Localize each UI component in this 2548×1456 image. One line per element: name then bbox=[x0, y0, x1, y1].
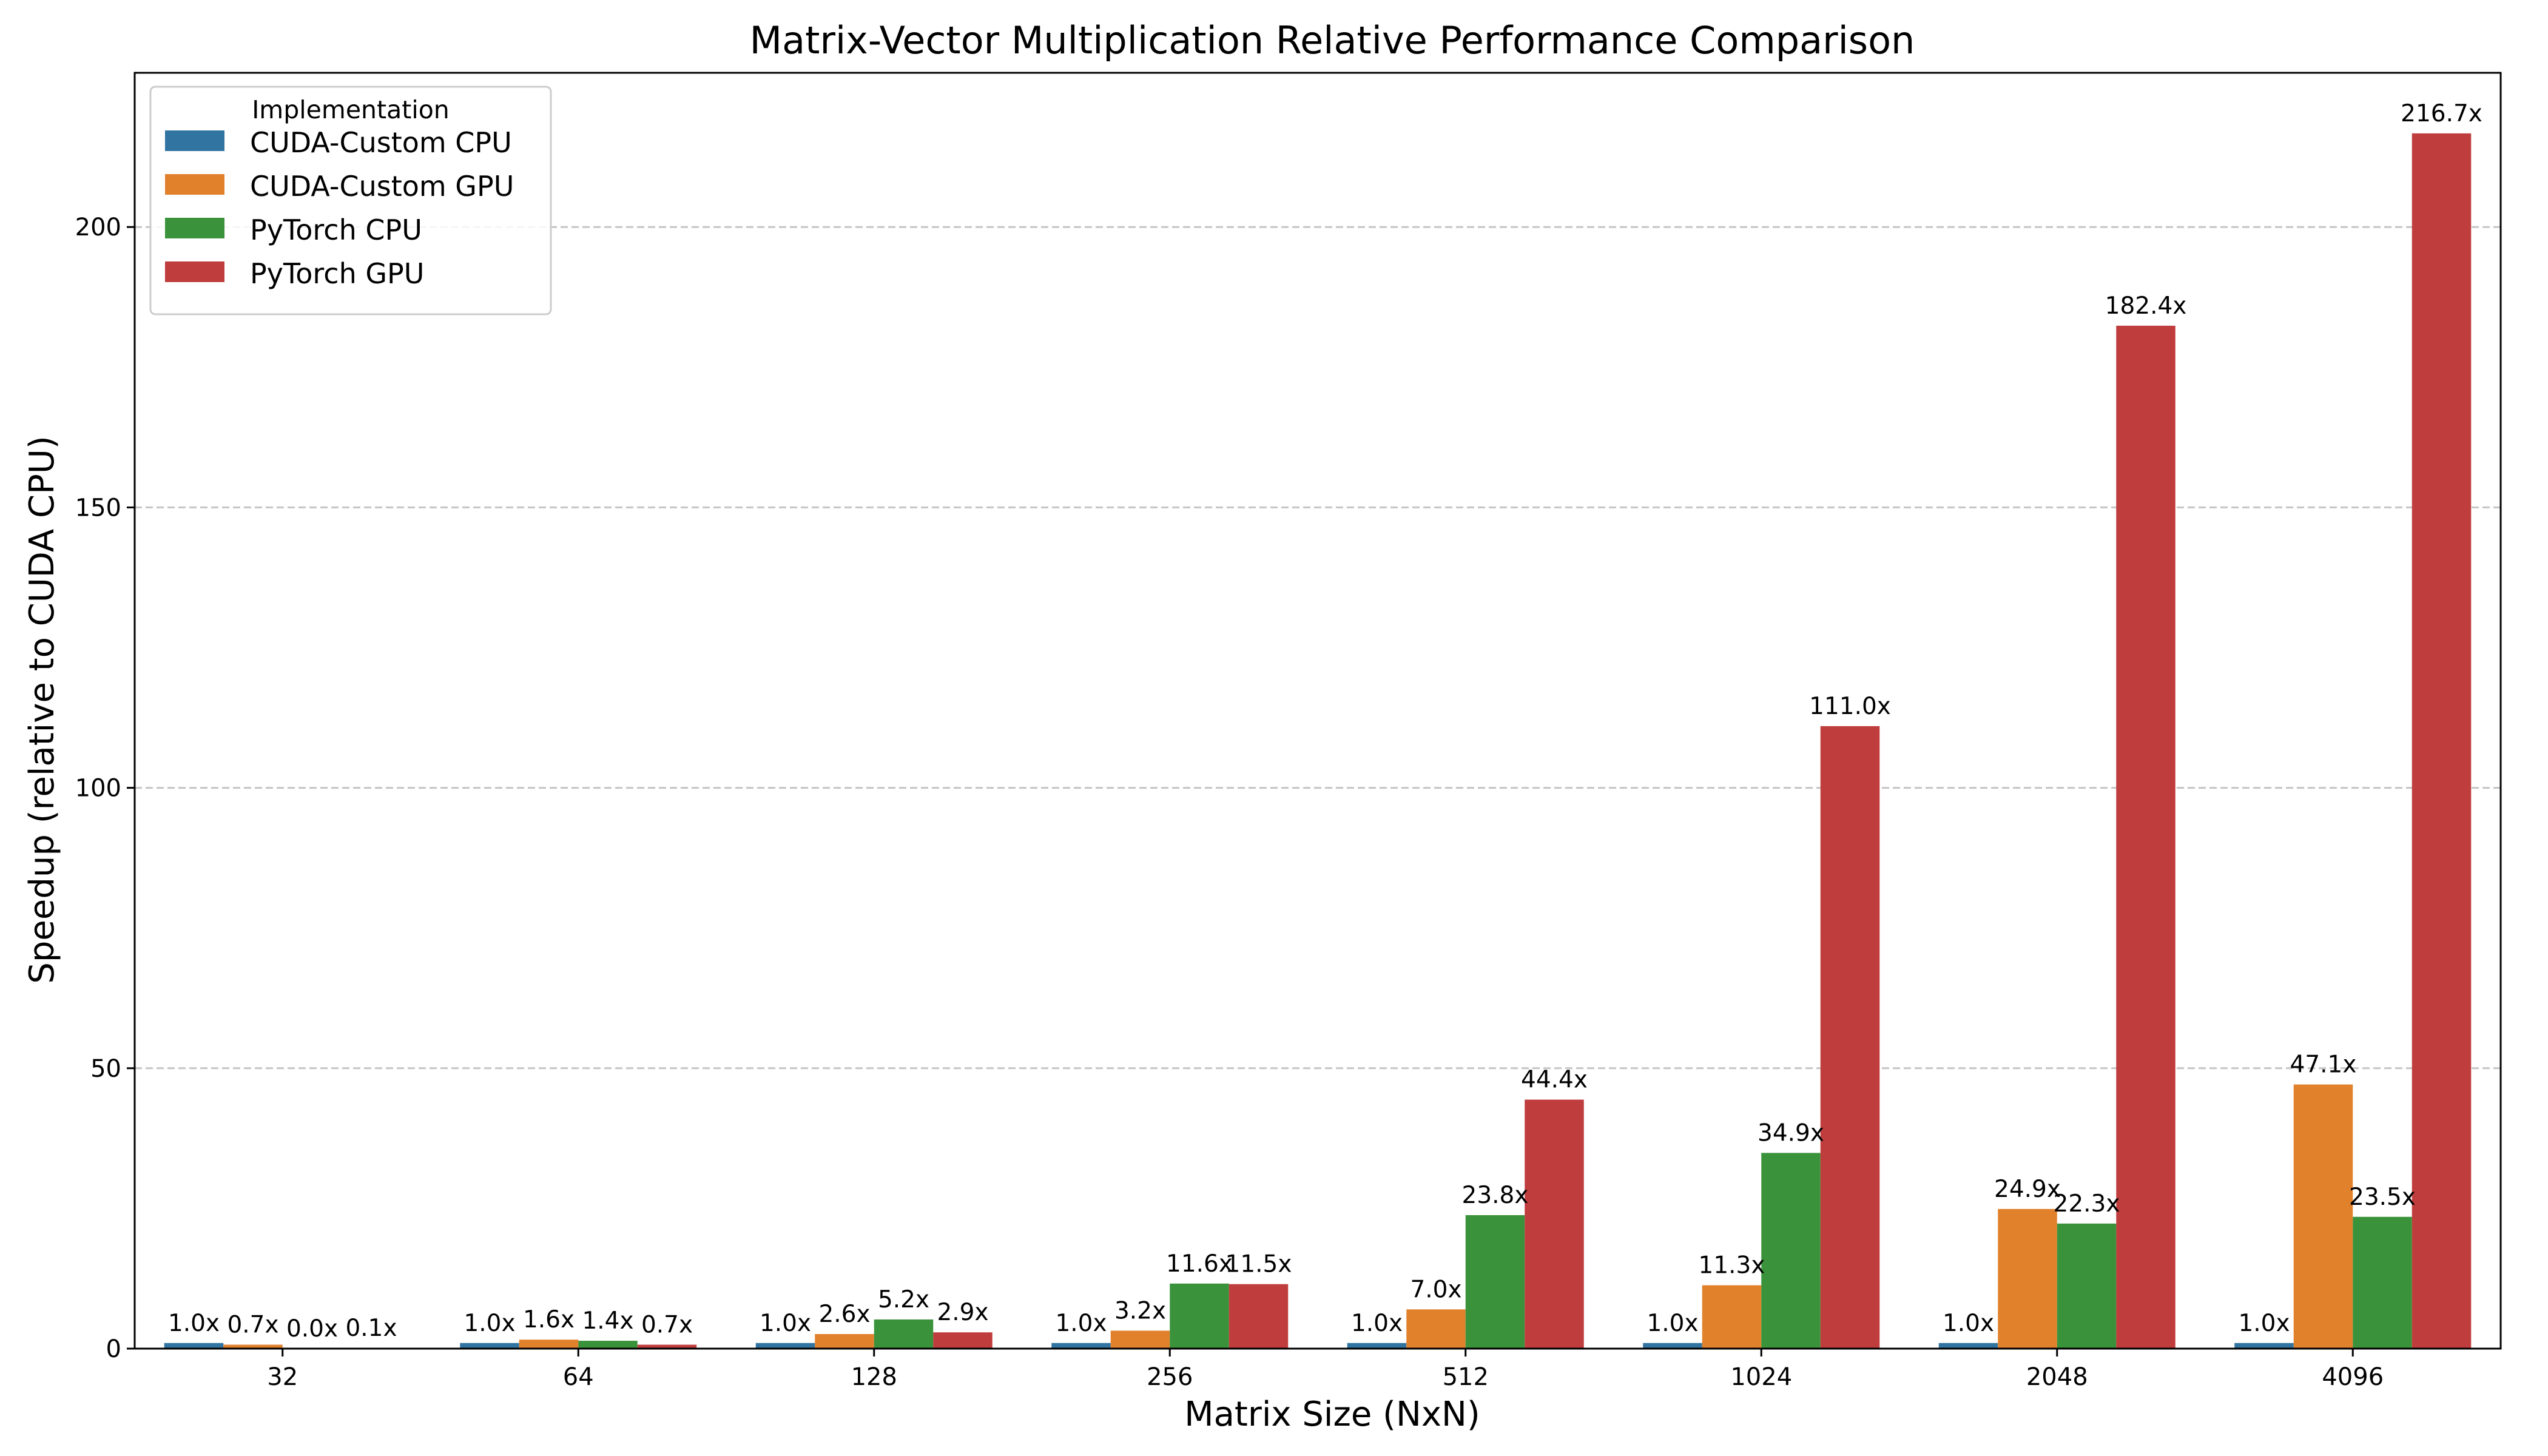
y-tick-label: 0 bbox=[106, 1335, 121, 1363]
data-label: 5.2x bbox=[878, 1286, 929, 1313]
bar bbox=[933, 1332, 993, 1349]
data-label: 3.2x bbox=[1114, 1297, 1166, 1324]
data-label: 1.0x bbox=[1351, 1310, 1403, 1337]
bar bbox=[1820, 726, 1880, 1349]
legend-label: CUDA-Custom CPU bbox=[250, 126, 512, 159]
x-tick-label: 2048 bbox=[2026, 1363, 2088, 1391]
data-label: 23.8x bbox=[1462, 1182, 1529, 1209]
bar bbox=[1051, 1343, 1111, 1349]
data-label: 111.0x bbox=[1809, 693, 1891, 720]
x-tick-label: 256 bbox=[1147, 1363, 1193, 1391]
bar bbox=[2293, 1084, 2353, 1349]
legend: Implementation CUDA-Custom CPU CUDA-Custo… bbox=[149, 86, 552, 315]
data-label: 44.4x bbox=[1521, 1067, 1588, 1094]
y-tick-label: 200 bbox=[75, 214, 121, 241]
bar bbox=[2234, 1343, 2294, 1349]
bar bbox=[223, 1344, 283, 1349]
x-tick-label: 4096 bbox=[2322, 1363, 2384, 1391]
data-label: 0.1x bbox=[345, 1315, 397, 1342]
x-tick-label: 128 bbox=[851, 1363, 897, 1391]
legend-label: PyTorch GPU bbox=[250, 257, 424, 290]
data-label: 1.0x bbox=[1055, 1310, 1107, 1337]
y-axis-label: Speedup (relative to CUDA CPU) bbox=[22, 436, 62, 983]
legend-title: Implementation bbox=[252, 95, 450, 124]
data-label: 22.3x bbox=[2054, 1190, 2120, 1218]
bar bbox=[1643, 1343, 1702, 1349]
x-tick-label: 512 bbox=[1443, 1363, 1489, 1391]
bar bbox=[1347, 1343, 1407, 1349]
x-tick-label: 1024 bbox=[1730, 1363, 1792, 1391]
data-label: 11.3x bbox=[1699, 1252, 1765, 1279]
bar bbox=[1525, 1099, 1584, 1349]
chart-title: Matrix-Vector Multiplication Relative Pe… bbox=[750, 18, 1915, 62]
data-label: 2.9x bbox=[937, 1299, 988, 1326]
data-label: 34.9x bbox=[1758, 1119, 1824, 1147]
bar bbox=[2353, 1216, 2412, 1349]
bar bbox=[2057, 1223, 2117, 1349]
data-label: 1.0x bbox=[463, 1310, 515, 1337]
plot-frame bbox=[133, 72, 2502, 1350]
bar bbox=[2412, 133, 2472, 1349]
bar bbox=[1110, 1330, 1170, 1349]
legend-swatch bbox=[165, 218, 224, 238]
data-label: 11.5x bbox=[1225, 1251, 1292, 1278]
legend-box bbox=[149, 86, 552, 315]
data-label: 0.7x bbox=[227, 1312, 278, 1339]
y-tick-label: 50 bbox=[90, 1055, 121, 1083]
data-label: 11.6x bbox=[1166, 1250, 1233, 1278]
data-label: 182.4x bbox=[2105, 292, 2187, 320]
bar bbox=[1938, 1343, 1998, 1349]
data-label: 1.0x bbox=[760, 1310, 811, 1337]
bar bbox=[1170, 1283, 1229, 1349]
bar bbox=[1702, 1285, 1762, 1349]
data-label: 24.9x bbox=[1994, 1176, 2061, 1203]
bar bbox=[1465, 1215, 1525, 1349]
bar bbox=[1761, 1153, 1821, 1349]
legend-label: CUDA-Custom GPU bbox=[250, 170, 514, 203]
data-label: 7.0x bbox=[1410, 1276, 1461, 1303]
data-label: 1.0x bbox=[1943, 1310, 1994, 1337]
bar bbox=[755, 1343, 815, 1349]
axes: 0 50 100 150 200 32 64 128 256 512 1024 2048 4096 bbox=[75, 214, 2384, 1391]
x-axis-label: Matrix Size (NxN) bbox=[1184, 1395, 1480, 1434]
x-tick-label: 32 bbox=[267, 1363, 298, 1391]
data-labels: 1.0x 0.7x 0.0x 0.1x 1.0x 1.6x 1.4x 0.7x 1.0x 2.6x… bbox=[168, 100, 2482, 1343]
bar bbox=[519, 1340, 579, 1349]
bar bbox=[460, 1343, 519, 1349]
y-tick-label: 150 bbox=[75, 494, 121, 522]
data-label: 0.0x bbox=[286, 1315, 338, 1343]
y-tick-label: 100 bbox=[75, 775, 121, 803]
x-tick-label: 64 bbox=[563, 1363, 594, 1391]
bar bbox=[578, 1341, 638, 1349]
bar bbox=[874, 1319, 934, 1349]
bar bbox=[637, 1344, 697, 1349]
data-label: 1.0x bbox=[1646, 1310, 1698, 1337]
data-label: 47.1x bbox=[2290, 1051, 2357, 1079]
data-label: 23.5x bbox=[2349, 1184, 2416, 1211]
data-label: 1.4x bbox=[582, 1307, 633, 1335]
bars bbox=[164, 133, 2472, 1349]
data-label: 1.6x bbox=[523, 1306, 575, 1333]
data-label: 1.0x bbox=[168, 1310, 220, 1337]
legend-label: PyTorch CPU bbox=[250, 214, 422, 246]
legend-swatch bbox=[165, 261, 224, 282]
legend-swatch bbox=[165, 130, 224, 151]
legend-swatch bbox=[165, 174, 224, 195]
bar bbox=[1998, 1208, 2057, 1349]
data-label: 1.0x bbox=[2238, 1310, 2290, 1337]
bar bbox=[815, 1333, 874, 1349]
data-label: 0.7x bbox=[641, 1312, 693, 1339]
bar bbox=[164, 1343, 224, 1349]
bar bbox=[1228, 1284, 1289, 1349]
bar bbox=[2116, 325, 2176, 1349]
data-label: 2.6x bbox=[818, 1301, 870, 1328]
bar bbox=[1406, 1309, 1466, 1349]
data-label: 216.7x bbox=[2401, 100, 2482, 127]
